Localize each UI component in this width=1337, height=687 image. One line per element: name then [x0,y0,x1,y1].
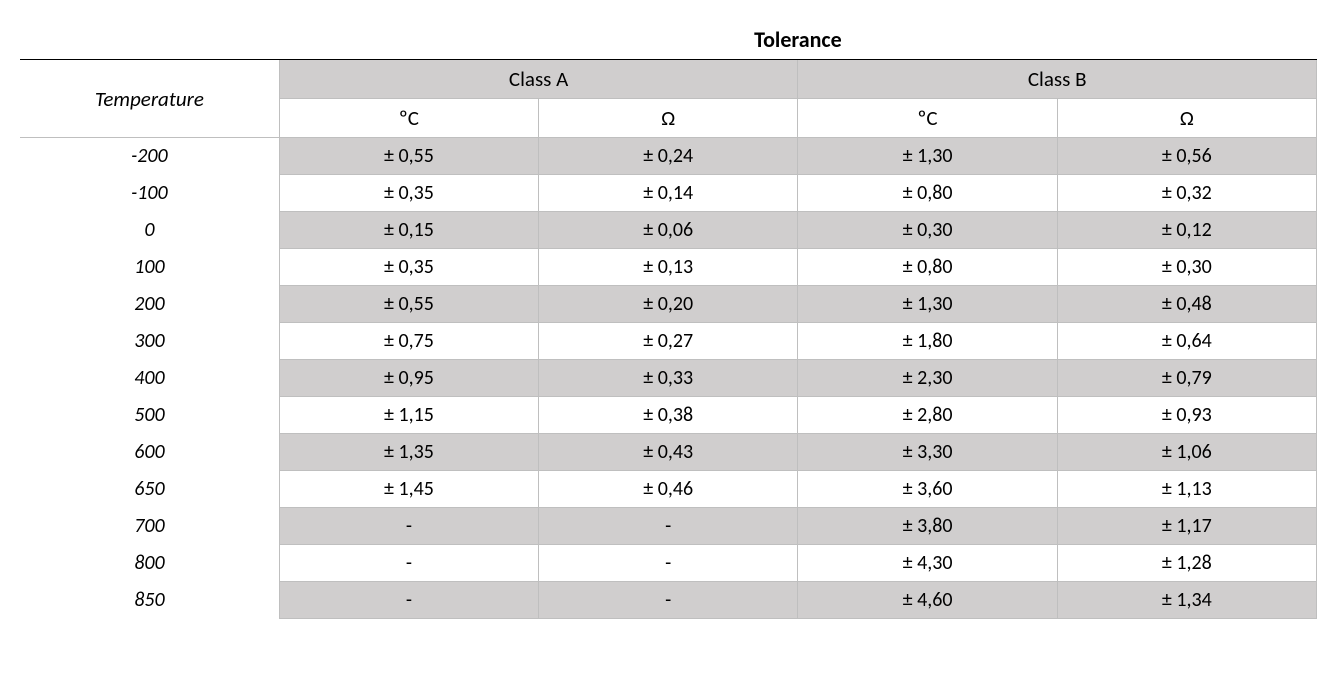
data-cell: ± 0,95 [279,360,538,397]
tolerance-table-wrapper: Tolerance Temperature Class A Class B ºC… [20,20,1317,619]
data-cell: ± 0,93 [1057,397,1316,434]
temperature-cell: 100 [20,249,279,286]
table-row: 100± 0,35± 0,13± 0,80± 0,30 [20,249,1317,286]
data-cell: ± 0,35 [279,175,538,212]
data-cell: ± 0,15 [279,212,538,249]
table-body: -200± 0,55± 0,24± 1,30± 0,56-100± 0,35± … [20,138,1317,619]
table-row: 650± 1,45± 0,46± 3,60± 1,13 [20,471,1317,508]
data-cell: ± 0,13 [539,249,798,286]
data-cell: ± 2,80 [798,397,1057,434]
data-cell: ± 0,80 [798,175,1057,212]
temperature-cell: 650 [20,471,279,508]
temperature-cell: 0 [20,212,279,249]
data-cell: ± 0,12 [1057,212,1316,249]
data-cell: ± 1,28 [1057,545,1316,582]
table-row: 850--± 4,60± 1,34 [20,582,1317,619]
data-cell: ± 1,80 [798,323,1057,360]
temperature-cell: 400 [20,360,279,397]
data-cell: ± 0,35 [279,249,538,286]
data-cell: - [279,582,538,619]
data-cell: ± 1,13 [1057,471,1316,508]
temperature-cell: 500 [20,397,279,434]
temperature-cell: 200 [20,286,279,323]
temperature-header: Temperature [20,60,279,138]
data-cell: ± 1,15 [279,397,538,434]
data-cell: ± 0,79 [1057,360,1316,397]
data-cell: ± 0,33 [539,360,798,397]
table-row: 800--± 4,30± 1,28 [20,545,1317,582]
data-cell: ± 1,06 [1057,434,1316,471]
table-row: 700--± 3,80± 1,17 [20,508,1317,545]
data-cell: ± 0,24 [539,138,798,175]
temperature-cell: -200 [20,138,279,175]
table-row: 300± 0,75± 0,27± 1,80± 0,64 [20,323,1317,360]
data-cell: ± 0,56 [1057,138,1316,175]
data-cell: ± 4,30 [798,545,1057,582]
data-cell: - [539,582,798,619]
data-cell: ± 0,14 [539,175,798,212]
class-a-header: Class A [279,60,798,99]
data-cell: ± 0,06 [539,212,798,249]
table-row: 0± 0,15± 0,06± 0,30± 0,12 [20,212,1317,249]
data-cell: ± 1,30 [798,138,1057,175]
data-cell: - [279,508,538,545]
data-cell: ± 1,35 [279,434,538,471]
data-cell: - [539,508,798,545]
data-cell: ± 3,80 [798,508,1057,545]
data-cell: ± 4,60 [798,582,1057,619]
unit-celsius-a: ºC [279,99,538,138]
table-title: Tolerance [279,20,1316,60]
data-cell: ± 0,43 [539,434,798,471]
temperature-cell: 600 [20,434,279,471]
data-cell: ± 2,30 [798,360,1057,397]
data-cell: ± 0,48 [1057,286,1316,323]
temperature-cell: 300 [20,323,279,360]
tolerance-table: Tolerance Temperature Class A Class B ºC… [20,20,1317,619]
data-cell: ± 0,64 [1057,323,1316,360]
unit-ohm-a: Ω [539,99,798,138]
data-cell: ± 1,45 [279,471,538,508]
data-cell: ± 3,60 [798,471,1057,508]
data-cell: ± 0,20 [539,286,798,323]
temperature-cell: 700 [20,508,279,545]
data-cell: ± 0,32 [1057,175,1316,212]
temperature-cell: 850 [20,582,279,619]
data-cell: ± 1,30 [798,286,1057,323]
data-cell: ± 0,30 [1057,249,1316,286]
table-row: -200± 0,55± 0,24± 1,30± 0,56 [20,138,1317,175]
table-row: 200± 0,55± 0,20± 1,30± 0,48 [20,286,1317,323]
data-cell: ± 0,27 [539,323,798,360]
unit-celsius-b: ºC [798,99,1057,138]
data-cell: - [539,545,798,582]
unit-ohm-b: Ω [1057,99,1316,138]
class-b-header: Class B [798,60,1317,99]
title-spacer [20,20,279,60]
data-cell: ± 0,30 [798,212,1057,249]
table-row: -100± 0,35± 0,14± 0,80± 0,32 [20,175,1317,212]
data-cell: ± 3,30 [798,434,1057,471]
data-cell: ± 1,34 [1057,582,1316,619]
data-cell: ± 1,17 [1057,508,1316,545]
table-row: 500± 1,15± 0,38± 2,80± 0,93 [20,397,1317,434]
data-cell: ± 0,46 [539,471,798,508]
temperature-cell: -100 [20,175,279,212]
data-cell: ± 0,55 [279,286,538,323]
table-row: 600± 1,35± 0,43± 3,30± 1,06 [20,434,1317,471]
data-cell: ± 0,38 [539,397,798,434]
data-cell: ± 0,80 [798,249,1057,286]
data-cell: - [279,545,538,582]
data-cell: ± 0,75 [279,323,538,360]
table-row: 400± 0,95± 0,33± 2,30± 0,79 [20,360,1317,397]
data-cell: ± 0,55 [279,138,538,175]
temperature-cell: 800 [20,545,279,582]
